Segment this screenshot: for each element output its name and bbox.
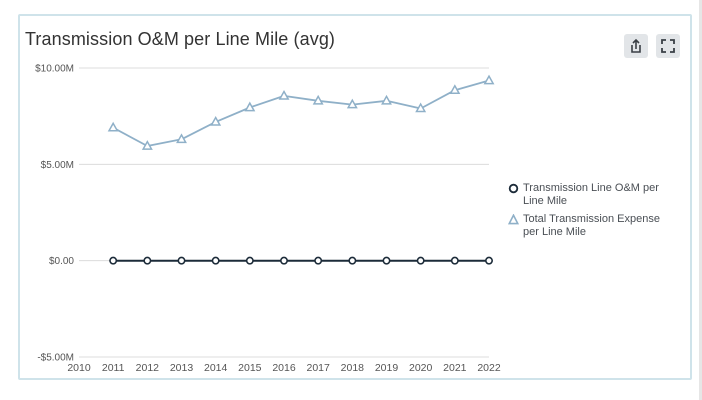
x-tick-label: 2010 — [67, 362, 91, 374]
series-1-point — [279, 256, 288, 265]
series-2-point — [312, 94, 324, 105]
export-button[interactable] — [624, 34, 648, 58]
series-1-point — [109, 256, 118, 265]
x-tick-label: 2016 — [272, 362, 296, 374]
x-tick-label: 2013 — [170, 362, 194, 374]
chart-title: Transmission O&M per Line Mile (avg) — [25, 29, 336, 49]
series-2-point — [278, 89, 290, 100]
line-chart: -$5.00M $0.00 $5.00M $10.00M 2010 2011 2012 201… — [35, 64, 501, 375]
fullscreen-icon — [661, 39, 675, 53]
series-2-point — [107, 121, 119, 132]
window-edge — [699, 0, 702, 400]
x-tick-label: 2012 — [136, 362, 160, 374]
x-tick-label: 2018 — [341, 362, 365, 374]
legend-label-series-2: Total Transmission Expense per Line Mile — [523, 213, 660, 238]
x-tick-label: 2011 — [102, 362, 125, 374]
series-2-point — [244, 101, 256, 112]
series-1-point — [314, 256, 323, 265]
x-tick-label: 2021 — [443, 362, 467, 374]
series-2-line — [112, 79, 490, 147]
chart-card: Transmission O&M per Line Mile (avg) -$5… — [18, 14, 692, 380]
x-tick-label: 2014 — [204, 362, 228, 374]
x-tick-label: 2015 — [238, 362, 262, 374]
y-tick-label: $10.00M — [35, 64, 74, 75]
series-1-point — [450, 256, 459, 265]
x-tick-label: 2017 — [306, 362, 330, 374]
x-tick-label: 2022 — [477, 362, 501, 374]
series-1-point — [177, 256, 186, 265]
series-2-point — [449, 84, 461, 94]
series-1-point — [484, 256, 493, 265]
series-1-point — [416, 256, 425, 265]
circle-marker-icon — [508, 183, 519, 194]
series-1-point — [348, 256, 357, 265]
series-1-point — [211, 256, 220, 265]
series-2-point — [483, 74, 495, 85]
triangle-marker-icon — [508, 214, 519, 225]
series-2-point — [346, 98, 358, 109]
fullscreen-button[interactable] — [656, 34, 680, 58]
y-tick-label: -$5.00M — [37, 353, 74, 364]
y-tick-label: $5.00M — [41, 160, 74, 171]
legend-item-series-2[interactable]: Total Transmission Expense per Line Mile — [508, 213, 678, 239]
series-2-point — [176, 133, 187, 144]
series-1-point — [382, 256, 391, 265]
series-2-point — [381, 94, 392, 105]
legend-item-series-1[interactable]: Transmission Line O&M per Line Mile — [508, 182, 678, 208]
series-1-point — [245, 256, 254, 265]
series-2-point — [210, 116, 222, 126]
y-tick-label: $0.00 — [49, 256, 74, 267]
series-2-point — [415, 102, 427, 113]
series-2-point — [141, 140, 153, 150]
x-tick-label: 2020 — [409, 362, 433, 374]
share-export-icon — [631, 38, 641, 53]
x-tick-label: 2019 — [375, 362, 399, 374]
series-1-point — [143, 256, 152, 265]
chart-legend: Transmission Line O&M per Line Mile Tota… — [508, 182, 678, 244]
legend-label-series-1: Transmission Line O&M per Line Mile — [523, 182, 659, 207]
